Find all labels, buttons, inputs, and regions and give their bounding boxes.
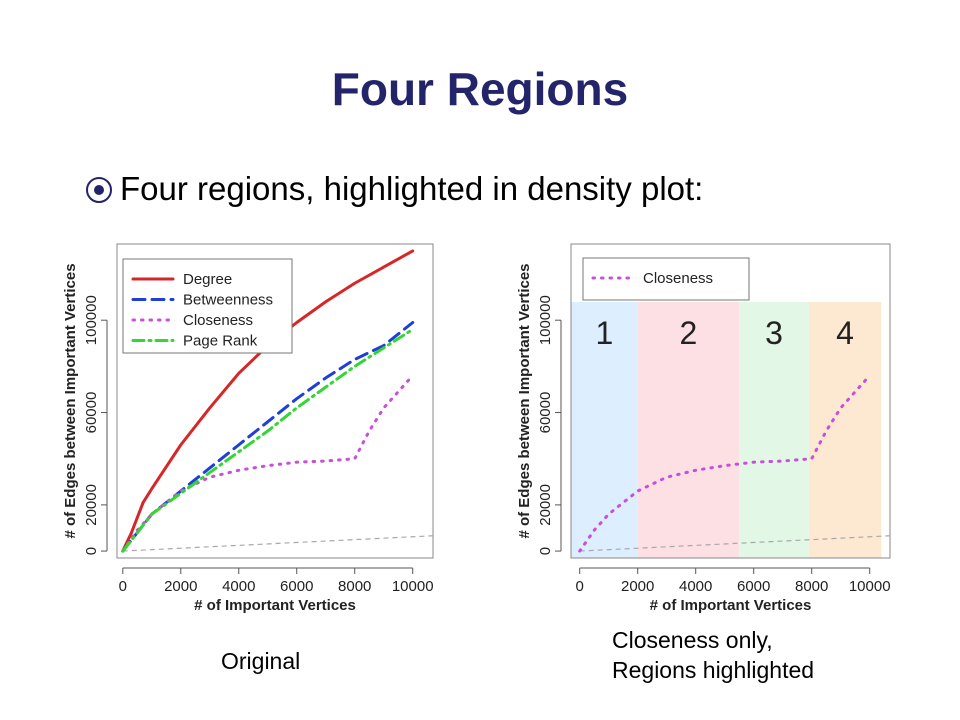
x-tick-label-1: 2000: [621, 578, 654, 595]
region-4: [808, 302, 882, 558]
x-axis-label: # of Important Vertices: [650, 597, 812, 614]
region-3: [739, 302, 809, 558]
slide-title: Four Regions: [331, 63, 629, 115]
y-tick-label-3: 100000: [537, 295, 554, 345]
reference-line: [579, 535, 891, 552]
reference-line: [122, 535, 434, 552]
caption-closeness-line1: Closeness only,: [612, 627, 773, 653]
bullet-point: Four regions, highlighted in density plo…: [86, 170, 703, 208]
x-tick-label-0: 0: [576, 578, 584, 595]
x-tick-label-1: 2000: [164, 578, 197, 595]
x-tick-label-4: 8000: [795, 578, 828, 595]
legend-label-degree: Degree: [183, 271, 232, 288]
x-tick-label-4: 8000: [338, 578, 371, 595]
y-tick-label-0: 0: [537, 547, 554, 555]
x-tick-label-2: 4000: [679, 578, 712, 595]
x-tick-label-0: 0: [119, 578, 127, 595]
caption-closeness-line2: Regions highlighted: [612, 657, 815, 683]
caption-original: Original: [221, 648, 301, 674]
x-axis-label: # of Important Vertices: [194, 597, 356, 614]
series-line-degree: [121, 249, 415, 553]
legend-box: [122, 258, 293, 354]
legend-label-closeness: Closeness: [183, 312, 253, 329]
y-tick-label-2: 60000: [83, 392, 100, 434]
x-tick-label-3: 6000: [280, 578, 313, 595]
legend-label-closeness: Closeness: [643, 270, 713, 287]
x-tick-label-5: 10000: [392, 578, 434, 595]
y-tick-label-0: 0: [83, 547, 100, 555]
region-label-1: 1: [595, 315, 613, 351]
bullet-icon: [86, 177, 112, 203]
y-tick-label-1: 20000: [83, 484, 100, 526]
region-2: [637, 302, 740, 558]
region-label-4: 4: [836, 315, 854, 351]
region-label-3: 3: [765, 315, 783, 351]
y-tick-label-3: 100000: [83, 295, 100, 345]
y-tick-label-1: 20000: [537, 484, 554, 526]
region-1: [571, 302, 638, 558]
x-tick-label-2: 4000: [222, 578, 255, 595]
legend-label-betweenness: Betweenness: [183, 292, 273, 309]
series-line-closeness: [578, 374, 872, 553]
bullet-text: Four regions, highlighted in density plo…: [120, 170, 704, 207]
y-tick-label-2: 60000: [537, 392, 554, 434]
y-axis-label: # of Edges between Important Vertices: [62, 263, 79, 538]
y-axis-label: # of Edges between Important Vertices: [516, 263, 533, 538]
plot-frame: [570, 243, 891, 559]
x-tick-label-5: 10000: [849, 578, 891, 595]
legend-label-page-rank: Page Rank: [183, 333, 258, 350]
series-line-page-rank: [121, 327, 415, 553]
x-tick-label-3: 6000: [737, 578, 770, 595]
region-label-2: 2: [680, 315, 698, 351]
plot-frame: [116, 243, 434, 559]
